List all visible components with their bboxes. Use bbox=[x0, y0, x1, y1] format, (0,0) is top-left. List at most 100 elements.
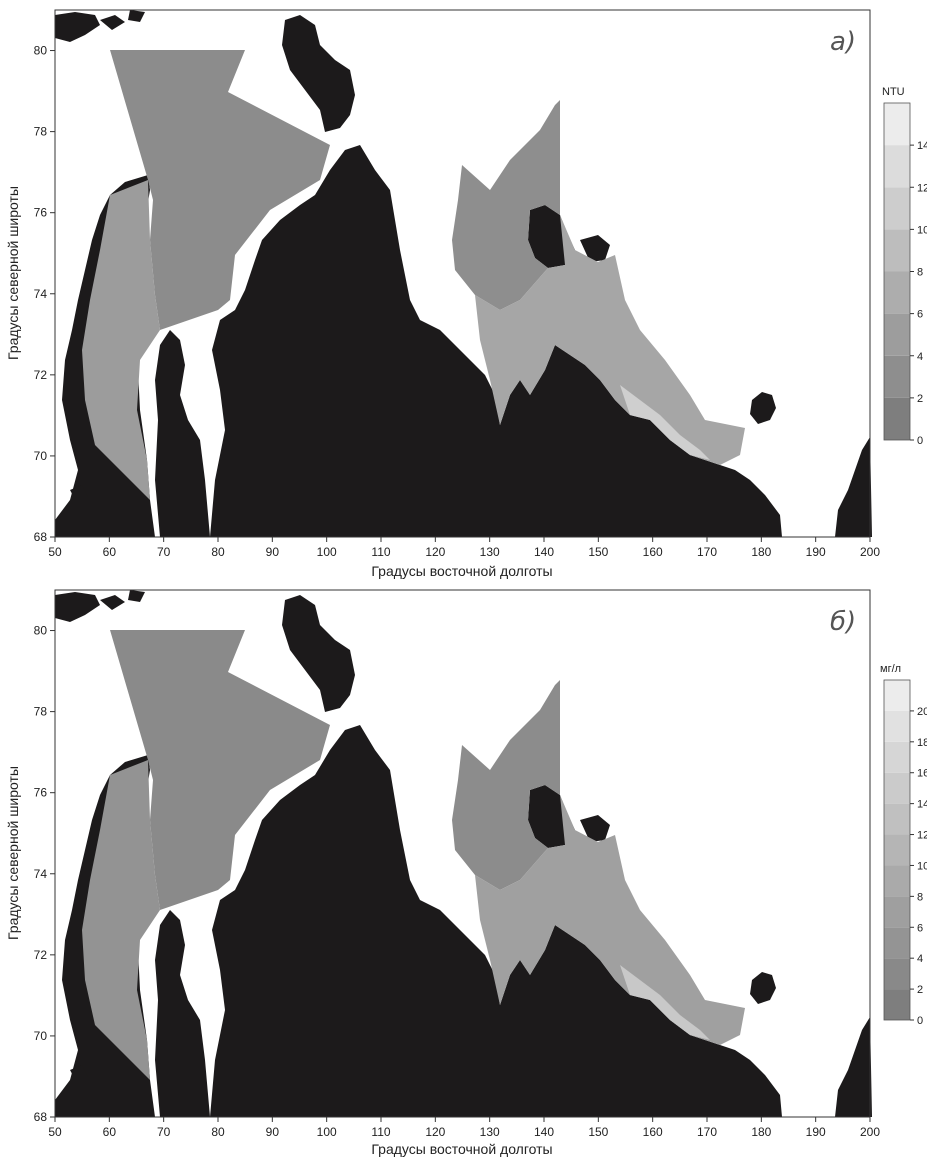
colorbar-label: 4 bbox=[917, 351, 923, 363]
x-tick-label: 80 bbox=[211, 545, 225, 559]
y-axis-ticks: 68 70 72 74 76 78 80 bbox=[34, 624, 55, 1124]
x-tick-label: 140 bbox=[534, 1125, 554, 1139]
sea-region-east-siberian bbox=[475, 215, 745, 465]
colorbar-band bbox=[884, 145, 910, 188]
y-tick-label: 74 bbox=[34, 287, 48, 301]
plot-frame bbox=[54, 589, 871, 1118]
colorbar-label: 12 bbox=[917, 830, 927, 842]
colorbar-label: 12 bbox=[917, 182, 927, 194]
map-area bbox=[55, 10, 872, 537]
y-tick-label: 78 bbox=[34, 125, 48, 139]
island-franz-josef bbox=[55, 590, 145, 622]
x-axis-title: Градусы восточной долготы bbox=[371, 1141, 552, 1157]
colorbar-band bbox=[884, 772, 910, 804]
island-wrangel bbox=[750, 392, 776, 424]
colorbar-label: 0 bbox=[917, 435, 923, 447]
sea-region-east-siberian-coast bbox=[620, 385, 710, 460]
island-wrangel bbox=[750, 972, 776, 1004]
y-tick-label: 72 bbox=[34, 368, 48, 382]
colorbar-band bbox=[884, 680, 910, 711]
island-kolguev bbox=[70, 485, 88, 505]
colorbar-band bbox=[884, 741, 910, 773]
y-tick-label: 76 bbox=[34, 206, 48, 220]
y-axis-title: Градусы северной широты bbox=[5, 766, 21, 940]
y-tick-label: 78 bbox=[34, 705, 48, 719]
x-tick-label: 200 bbox=[860, 1125, 880, 1139]
colorbar-band bbox=[884, 397, 910, 440]
colorbar-band bbox=[884, 989, 910, 1020]
colorbar-band bbox=[884, 355, 910, 398]
island-kolguev bbox=[70, 1065, 88, 1085]
x-tick-label: 140 bbox=[534, 545, 554, 559]
colorbar-label: 8 bbox=[917, 267, 923, 279]
x-tick-label: 110 bbox=[371, 1125, 390, 1139]
colorbar-label: 2 bbox=[917, 393, 923, 405]
x-tick-label: 60 bbox=[103, 1125, 117, 1139]
x-tick-label: 50 bbox=[48, 545, 62, 559]
y-axis-title: Градусы северной широты bbox=[5, 186, 21, 360]
x-tick-label: 150 bbox=[588, 545, 608, 559]
colorbar-band bbox=[884, 229, 910, 272]
land-mass-east bbox=[835, 437, 872, 537]
y-tick-label: 74 bbox=[34, 867, 48, 881]
x-tick-label: 50 bbox=[48, 1125, 62, 1139]
x-tick-label: 180 bbox=[751, 1125, 771, 1139]
colorbar-label: 14 bbox=[917, 140, 927, 152]
colorbar-label: 18 bbox=[917, 737, 927, 749]
y-tick-label: 72 bbox=[34, 948, 48, 962]
colorbar: мг/л 0 2 4 6 8 10 12 14 16 18 20 bbox=[880, 663, 927, 1027]
colorbar-band bbox=[884, 896, 910, 928]
x-tick-label: 160 bbox=[643, 1125, 663, 1139]
y-tick-label: 76 bbox=[34, 786, 48, 800]
y-tick-label: 68 bbox=[34, 1110, 48, 1124]
x-tick-label: 180 bbox=[751, 545, 771, 559]
x-axis-ticks: 50 60 70 80 90 100 110 120 130 140 150 160 170 180 190… bbox=[48, 537, 880, 559]
colorbar: NTU 0 2 4 6 8 10 12 14 bbox=[882, 86, 927, 447]
plot-frame bbox=[54, 9, 871, 538]
land-mass-central bbox=[155, 725, 782, 1117]
colorbar-label: 16 bbox=[917, 768, 927, 780]
x-tick-label: 130 bbox=[480, 1125, 500, 1139]
x-tick-label: 90 bbox=[266, 545, 280, 559]
x-tick-label: 110 bbox=[371, 545, 390, 559]
panel-letter: б) bbox=[830, 607, 856, 637]
colorbar-label: 0 bbox=[917, 1015, 923, 1027]
colorbar-band bbox=[884, 865, 910, 897]
island-severnaya-zemlya bbox=[282, 15, 355, 132]
colorbar-frame bbox=[883, 679, 911, 1021]
x-axis-title: Градусы восточной долготы bbox=[371, 563, 552, 579]
colorbar-band bbox=[884, 834, 910, 866]
x-tick-label: 150 bbox=[588, 1125, 608, 1139]
colorbar-label: 2 bbox=[917, 984, 923, 996]
x-tick-label: 100 bbox=[317, 545, 337, 559]
x-tick-label: 170 bbox=[697, 1125, 717, 1139]
x-tick-label: 160 bbox=[643, 545, 663, 559]
colorbar-band bbox=[884, 958, 910, 990]
x-tick-label: 120 bbox=[425, 545, 445, 559]
x-tick-label: 100 bbox=[317, 1125, 337, 1139]
island-severnaya-zemlya bbox=[282, 595, 355, 712]
sea-region-east-siberian-coast bbox=[620, 965, 710, 1040]
sea-region-barents-coast bbox=[82, 760, 160, 1080]
x-tick-label: 70 bbox=[157, 545, 171, 559]
sea-region-kara-west bbox=[110, 50, 330, 330]
island-franz-josef bbox=[55, 10, 145, 42]
x-tick-label: 120 bbox=[425, 1125, 445, 1139]
x-tick-label: 130 bbox=[480, 545, 500, 559]
colorbar-label: 10 bbox=[917, 860, 927, 872]
colorbar-band bbox=[884, 271, 910, 314]
x-axis-ticks: 50 60 70 80 90 100 110 120 130 140 150 160 170 180 190… bbox=[48, 1117, 880, 1139]
colorbar-unit: мг/л bbox=[880, 663, 901, 675]
colorbar-label: 6 bbox=[917, 309, 923, 321]
colorbar-band bbox=[884, 187, 910, 230]
x-tick-label: 200 bbox=[860, 545, 880, 559]
colorbar-label: 10 bbox=[917, 224, 927, 236]
y-axis-ticks: 68 70 72 74 76 78 80 bbox=[34, 44, 55, 544]
x-tick-label: 80 bbox=[211, 1125, 225, 1139]
colorbar-band bbox=[884, 103, 910, 146]
x-tick-label: 90 bbox=[266, 1125, 280, 1139]
colorbar-label: 4 bbox=[917, 953, 923, 965]
y-tick-label: 80 bbox=[34, 624, 48, 638]
colorbar-label: 20 bbox=[917, 706, 927, 718]
colorbar-band bbox=[884, 313, 910, 356]
